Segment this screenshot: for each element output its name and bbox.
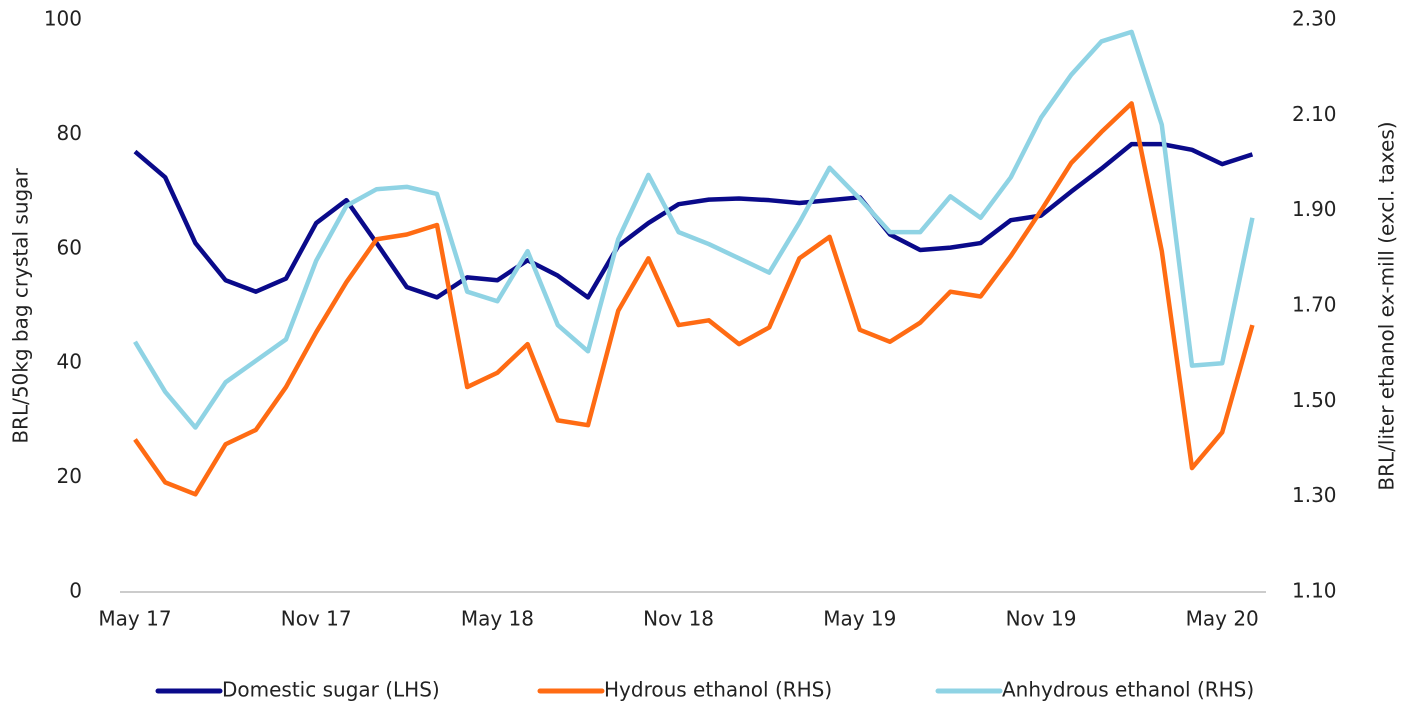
y2-tick-label: 1.50: [1292, 388, 1337, 412]
y-tick-label: 60: [57, 235, 82, 259]
x-tick-label: Nov 18: [643, 607, 714, 631]
legend-label: Anhydrous ethanol (RHS): [1002, 678, 1254, 702]
y-tick-label: 80: [57, 121, 82, 145]
x-tick-label: Nov 19: [1006, 607, 1077, 631]
legend-label: Hydrous ethanol (RHS): [604, 678, 832, 702]
x-tick-label: May 19: [823, 607, 896, 631]
x-tick-label: May 17: [98, 607, 171, 631]
y2-tick-label: 2.30: [1292, 7, 1337, 31]
y2-tick-label: 1.90: [1292, 197, 1337, 221]
y-tick-label: 100: [44, 7, 82, 31]
y-axis-label: BRL/50kg bag crystal sugar: [9, 168, 33, 444]
y-tick-label: 40: [57, 350, 82, 374]
legend-label: Domestic sugar (LHS): [222, 678, 440, 702]
y2-tick-label: 2.10: [1292, 102, 1337, 126]
series-line: [133, 141, 1254, 300]
y-tick-label: 20: [57, 464, 82, 488]
y2-tick-label: 1.70: [1292, 293, 1337, 317]
x-tick-label: May 18: [461, 607, 534, 631]
y2-tick-label: 1.30: [1292, 483, 1337, 507]
y2-tick-label: 1.10: [1292, 579, 1337, 603]
x-tick-label: May 20: [1186, 607, 1259, 631]
y-tick-label: 0: [69, 579, 82, 603]
y2-axis-label: BRL/liter ethanol ex-mill (excl. taxes): [1375, 121, 1399, 490]
series-line: [133, 101, 1255, 497]
series-line: [133, 29, 1255, 430]
x-tick-label: Nov 17: [281, 607, 352, 631]
